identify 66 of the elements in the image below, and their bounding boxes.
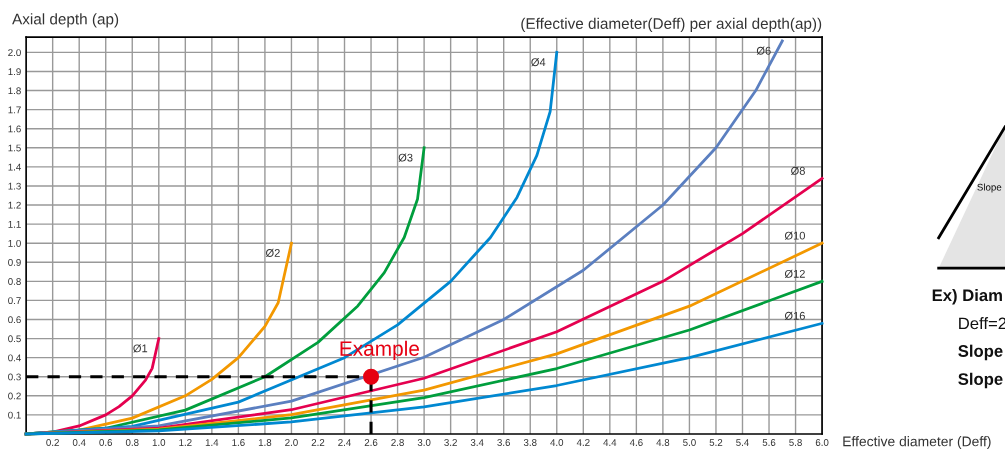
x-tick-label: 0.6 [99, 439, 113, 446]
y-tick-label: 0.2 [8, 392, 21, 400]
series-label: Ø6 [756, 46, 771, 55]
y-axis-title: Axial depth (ap) [12, 13, 119, 28]
series-label: Ø3 [398, 153, 413, 162]
chart-title: (Effective diameter(Deff) per axial depth(ap)) [521, 17, 822, 32]
x-tick-label: 6.0 [815, 439, 829, 446]
x-tick-label: 3.6 [497, 439, 511, 446]
y-tick-label: 0.4 [8, 354, 21, 362]
x-tick-label: 2.0 [285, 439, 298, 446]
x-axis-title: Effective diameter (Deff) [843, 436, 991, 450]
text: Slope [977, 183, 1002, 193]
series-label: Ø4 [531, 58, 546, 67]
x-tick-label: 1.8 [258, 439, 272, 446]
y-tick-label: 0.1 [8, 411, 21, 419]
text: Ex) Diam [932, 288, 1002, 305]
text: Slope [958, 344, 1003, 361]
x-tick-label: 3.0 [417, 439, 431, 446]
x-tick-label: 1.0 [152, 439, 166, 446]
x-tick-label: 5.6 [762, 439, 776, 446]
x-tick-label: 3.2 [444, 439, 457, 446]
y-tick-label: 1.1 [8, 220, 21, 228]
y-tick-label: 0.3 [8, 373, 21, 381]
x-tick-label: 0.8 [125, 439, 139, 446]
x-tick-label: 5.8 [789, 439, 802, 446]
x-tick-label: 2.4 [338, 439, 351, 446]
y-tick-label: 0.6 [8, 316, 21, 324]
series-label: Ø16 [784, 311, 805, 320]
y-tick-label: 1.6 [8, 125, 21, 133]
y-tick-label: 0.8 [8, 278, 21, 285]
y-tick-label: 1.8 [8, 87, 21, 95]
y-tick-label: 2.0 [8, 49, 21, 57]
x-tick-label: 5.0 [683, 439, 696, 446]
y-tick-label: 1.0 [8, 239, 21, 247]
x-tick-label: 1.2 [179, 439, 192, 446]
x-tick-label: 4.6 [629, 439, 643, 446]
y-tick-label: 1.3 [8, 182, 21, 190]
y-tick-label: 0.9 [8, 259, 21, 266]
x-tick-label: 2.6 [364, 439, 378, 446]
y-tick-label: 0.7 [8, 297, 21, 305]
x-tick-label: 3.4 [470, 439, 484, 446]
x-tick-label: 1.4 [205, 439, 219, 446]
x-tick-label: 4.8 [656, 439, 670, 446]
text: Slope [958, 372, 1003, 389]
x-tick-label: 2.2 [311, 439, 325, 446]
series-label: Ø1 [133, 344, 148, 353]
y-tick-label: 1.9 [8, 68, 21, 76]
x-tick-label: 4.2 [576, 439, 590, 446]
y-tick-label: 1.2 [8, 201, 21, 209]
series-label: Ø10 [784, 231, 805, 240]
x-tick-label: 5.2 [709, 439, 723, 446]
x-tick-label: 0.4 [72, 439, 86, 446]
x-tick-label: 4.0 [550, 439, 564, 446]
y-tick-label: 0.5 [8, 335, 21, 343]
series-label: Ø8 [790, 166, 805, 175]
y-tick-label: 1.5 [8, 144, 21, 152]
series-label: Ø12 [784, 269, 805, 278]
x-tick-label: 0.2 [46, 439, 59, 446]
y-tick-label: 1.4 [8, 163, 21, 171]
y-tick-label: 1.7 [8, 106, 21, 114]
x-tick-label: 3.8 [523, 439, 537, 446]
x-tick-label: 5.4 [736, 439, 749, 446]
x-tick-label: 4.4 [603, 439, 617, 446]
x-tick-label: 2.8 [391, 439, 404, 446]
series-label: Ø2 [265, 248, 280, 258]
x-tick-label: 1.6 [232, 439, 245, 446]
